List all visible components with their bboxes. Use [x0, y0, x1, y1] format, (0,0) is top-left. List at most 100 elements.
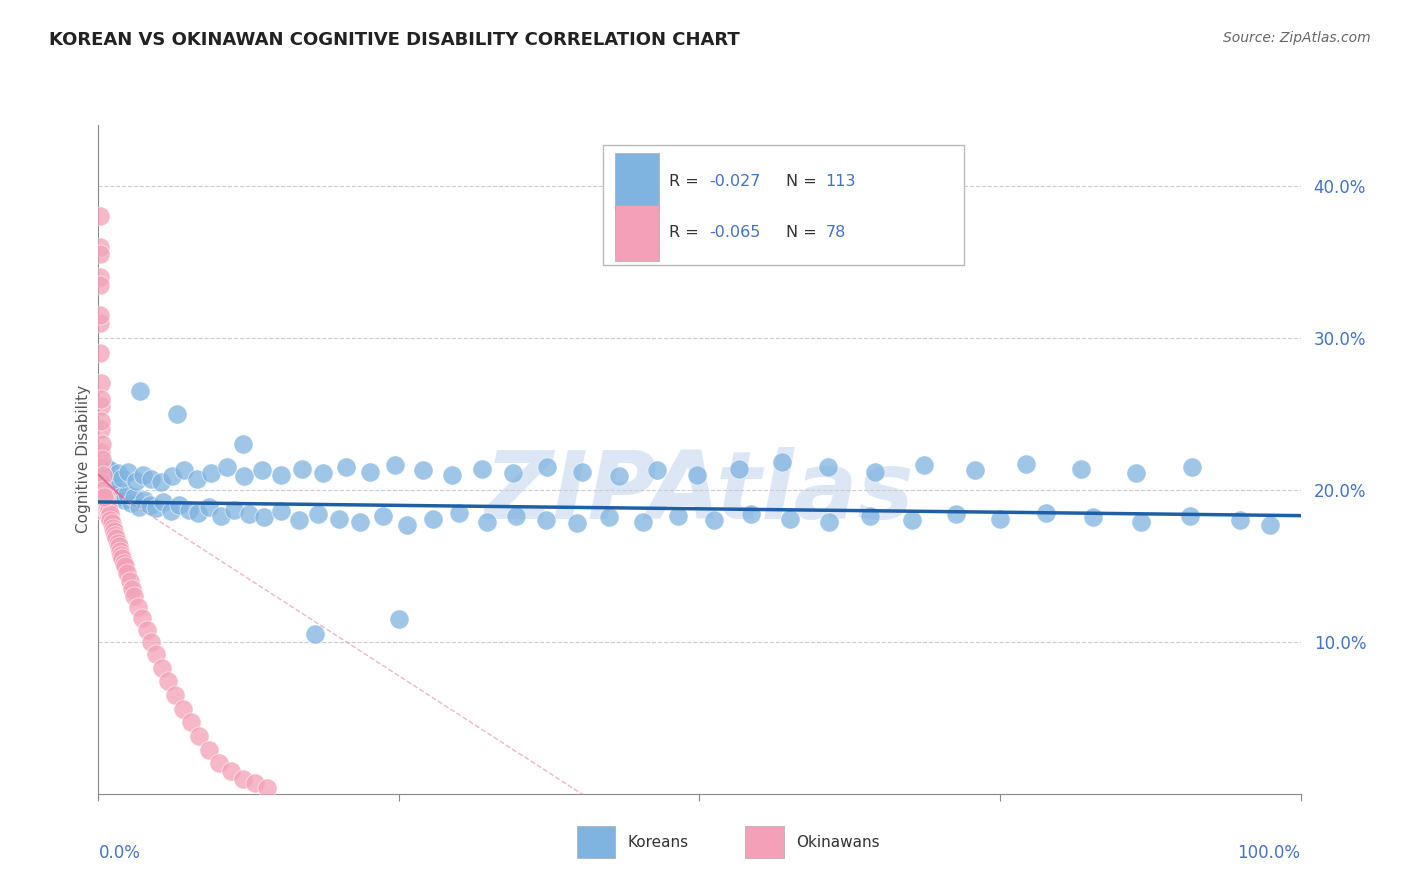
FancyBboxPatch shape	[603, 145, 965, 266]
Point	[288, 513, 311, 527]
Point	[103, 524, 125, 538]
Point	[105, 491, 128, 505]
Point	[447, 506, 470, 520]
FancyBboxPatch shape	[616, 205, 658, 261]
Point	[110, 548, 132, 562]
Point	[901, 513, 924, 527]
Text: 78: 78	[825, 226, 846, 240]
Point	[117, 465, 139, 479]
Point	[108, 543, 131, 558]
Point	[1129, 515, 1152, 529]
Point	[384, 458, 406, 473]
Point	[110, 489, 132, 503]
Point	[96, 481, 118, 495]
Point	[93, 501, 115, 516]
Point	[100, 507, 122, 521]
Point	[208, 756, 231, 771]
Point	[114, 558, 136, 573]
Point	[118, 574, 141, 588]
Point	[388, 612, 411, 626]
Text: 113: 113	[825, 174, 856, 188]
Point	[91, 452, 114, 467]
Point	[94, 491, 117, 505]
Point	[157, 674, 180, 689]
Point	[607, 469, 630, 483]
Point	[90, 491, 112, 505]
Point	[90, 444, 112, 458]
Point	[104, 528, 127, 542]
Point	[105, 532, 128, 546]
Point	[91, 483, 114, 497]
Point	[100, 513, 122, 527]
Point	[98, 476, 121, 491]
Point	[117, 566, 139, 581]
Point	[124, 491, 146, 505]
Point	[91, 495, 114, 509]
Point	[89, 247, 111, 261]
Point	[396, 517, 419, 532]
Point	[728, 461, 751, 475]
Point	[97, 489, 120, 503]
Point	[90, 414, 112, 428]
Point	[440, 467, 463, 482]
Point	[91, 502, 114, 516]
Point	[373, 508, 395, 523]
Point	[112, 556, 135, 570]
Point	[779, 511, 801, 525]
Point	[686, 467, 709, 482]
Point	[186, 472, 208, 486]
Point	[93, 489, 115, 503]
Point	[89, 316, 111, 330]
Point	[471, 461, 494, 475]
Point	[180, 715, 202, 730]
Point	[256, 780, 278, 795]
Point	[945, 507, 967, 521]
Point	[129, 384, 152, 398]
Point	[165, 688, 187, 702]
Point	[91, 489, 114, 503]
Point	[1070, 461, 1092, 475]
Point	[97, 469, 120, 483]
Point	[215, 460, 238, 475]
Point	[111, 551, 134, 566]
Point	[91, 467, 114, 482]
Point	[100, 480, 122, 494]
Point	[209, 508, 232, 523]
Point	[198, 500, 221, 514]
Point	[159, 504, 181, 518]
Point	[167, 498, 190, 512]
Point	[125, 474, 148, 488]
Point	[253, 510, 276, 524]
Point	[96, 495, 118, 509]
Text: 0.0%: 0.0%	[98, 844, 141, 862]
Point	[93, 491, 115, 505]
Point	[117, 487, 139, 501]
Point	[1181, 460, 1204, 475]
Point	[91, 437, 114, 451]
Point	[98, 508, 121, 523]
Point	[121, 582, 143, 596]
Point	[107, 466, 129, 480]
Point	[96, 501, 118, 516]
Point	[139, 498, 162, 512]
Text: Koreans: Koreans	[627, 835, 689, 849]
Point	[534, 513, 557, 527]
Point	[94, 460, 117, 475]
Point	[100, 463, 122, 477]
Point	[90, 376, 112, 391]
Point	[97, 506, 120, 520]
Point	[91, 483, 114, 497]
Point	[91, 467, 114, 482]
Point	[103, 472, 125, 486]
Text: ZIPAtlas: ZIPAtlas	[485, 447, 914, 539]
Point	[160, 469, 183, 483]
Point	[141, 635, 163, 649]
Point	[111, 470, 134, 484]
Point	[647, 463, 669, 477]
Point	[128, 500, 150, 514]
Point	[502, 466, 524, 480]
Point	[103, 483, 125, 497]
Text: R =: R =	[669, 226, 704, 240]
Point	[100, 516, 122, 531]
Point	[307, 507, 329, 521]
